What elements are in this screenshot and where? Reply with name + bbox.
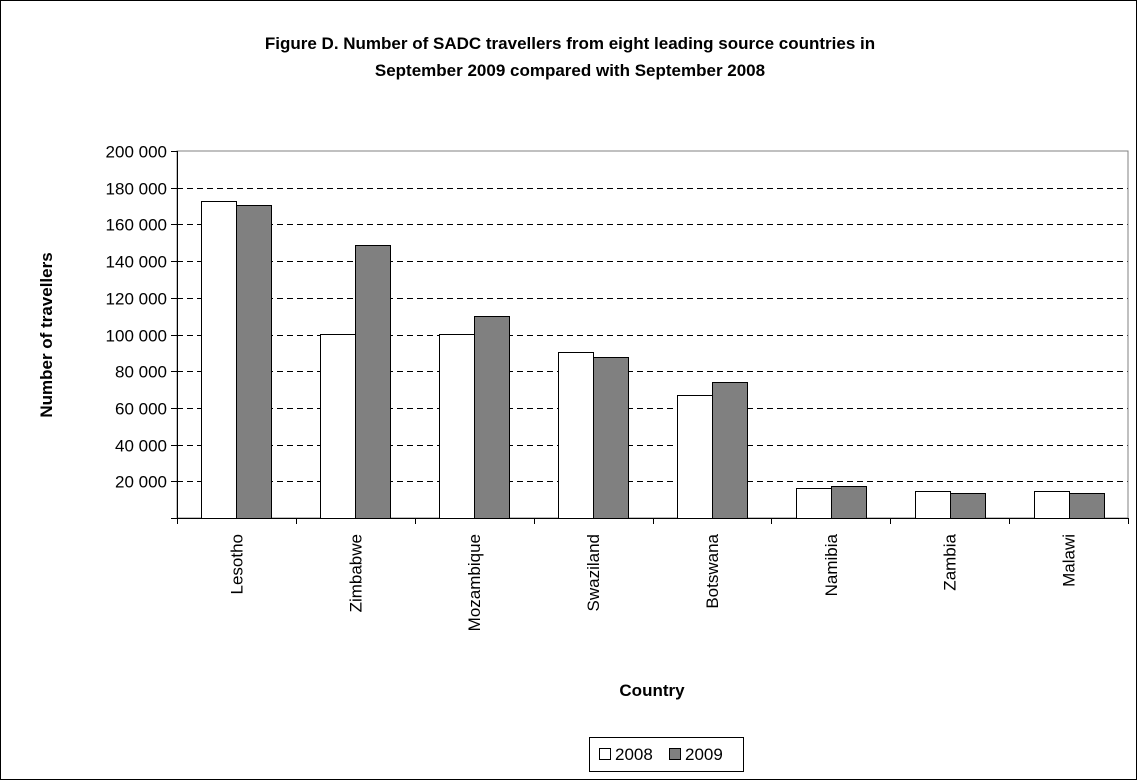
y-tick-label: 140 000 bbox=[106, 253, 167, 272]
x-tick-label: Mozambique bbox=[465, 534, 484, 631]
x-tick-label: Malawi bbox=[1060, 534, 1079, 587]
x-tick-label: Namibia bbox=[822, 533, 841, 596]
x-tick-label: Zambia bbox=[941, 533, 960, 590]
y-tick-label: 80 000 bbox=[115, 363, 167, 382]
bar-2009-botswana bbox=[713, 383, 748, 519]
y-axis-label: Number of travellers bbox=[37, 252, 56, 417]
bar-2008-zimbabwe bbox=[321, 335, 356, 519]
x-axis-label: Country bbox=[619, 681, 685, 700]
y-tick-label: 20 000 bbox=[115, 473, 167, 492]
y-tick-labels: 20 000 40 000 60 000 80 000 100 000 120 000 14… bbox=[106, 143, 167, 492]
bar-2008-lesotho bbox=[202, 202, 237, 519]
legend: 2008 2009 bbox=[590, 738, 744, 772]
bar-2009-zimbabwe bbox=[356, 246, 391, 519]
bar-2008-namibia bbox=[797, 489, 832, 519]
bar-2008-botswana bbox=[678, 396, 713, 519]
x-tick-label: Swaziland bbox=[584, 534, 603, 612]
x-tick-label: Lesotho bbox=[227, 534, 246, 595]
legend-swatch-2009 bbox=[670, 749, 681, 760]
gridlines bbox=[177, 189, 1128, 482]
bar-2009-namibia bbox=[832, 487, 867, 519]
bar-2008-swaziland bbox=[559, 353, 594, 519]
bar-2008-zambia bbox=[916, 492, 951, 519]
bar-2009-swaziland bbox=[594, 358, 629, 519]
bar-2009-malawi bbox=[1070, 494, 1105, 519]
legend-label-2009: 2009 bbox=[685, 745, 723, 764]
x-tick-labels: Lesotho Zimbabwe Mozambique Swaziland Botswa… bbox=[227, 533, 1078, 631]
x-tick-label: Zimbabwe bbox=[346, 534, 365, 612]
bar-2009-lesotho bbox=[237, 206, 272, 519]
bars bbox=[202, 202, 1105, 519]
x-tick-label: Botswana bbox=[703, 533, 722, 608]
bar-2009-zambia bbox=[951, 494, 986, 519]
y-tick-label: 40 000 bbox=[115, 437, 167, 456]
plot-area bbox=[177, 151, 1128, 518]
y-tick-label: 180 000 bbox=[106, 180, 167, 199]
axes bbox=[171, 151, 1129, 524]
bar-2008-mozambique bbox=[440, 335, 475, 519]
legend-swatch-2008 bbox=[600, 749, 611, 760]
y-tick-label: 160 000 bbox=[106, 216, 167, 235]
y-tick-label: 120 000 bbox=[106, 290, 167, 309]
y-tick-label: 200 000 bbox=[106, 143, 167, 162]
y-tick-label: 60 000 bbox=[115, 400, 167, 419]
bar-2009-mozambique bbox=[475, 317, 510, 519]
bar-2008-malawi bbox=[1035, 492, 1070, 519]
legend-label-2008: 2008 bbox=[615, 745, 653, 764]
y-tick-label: 100 000 bbox=[106, 327, 167, 346]
